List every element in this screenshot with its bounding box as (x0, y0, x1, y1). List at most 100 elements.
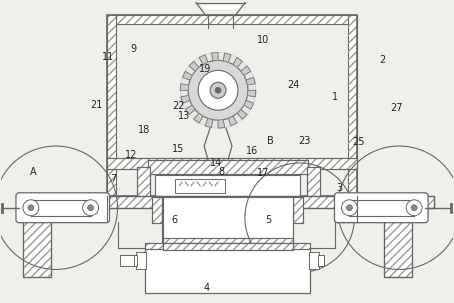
Bar (23, 208, 51, 278)
Bar (23, 208, 51, 278)
Circle shape (83, 200, 99, 216)
Bar (384, 208, 412, 278)
Polygon shape (185, 105, 195, 115)
Text: 3: 3 (336, 183, 342, 193)
Polygon shape (212, 52, 218, 61)
Bar (21, 196, 434, 208)
Bar (335, 196, 345, 222)
Text: 19: 19 (199, 65, 212, 75)
Text: 22: 22 (172, 101, 184, 111)
Bar (148, 160, 308, 174)
Bar (384, 208, 412, 278)
Circle shape (411, 205, 417, 211)
Text: 10: 10 (257, 35, 269, 45)
Text: A: A (30, 167, 37, 177)
Text: B: B (267, 136, 274, 146)
Bar (348, 15, 357, 196)
Bar (309, 251, 319, 269)
Bar (148, 160, 308, 174)
Text: 27: 27 (391, 103, 403, 113)
Bar (145, 243, 310, 248)
Bar (335, 196, 345, 222)
Bar (348, 15, 357, 196)
Bar (163, 243, 293, 250)
Circle shape (28, 205, 34, 211)
Bar (107, 15, 115, 196)
Bar (163, 238, 293, 248)
Bar (163, 243, 293, 250)
Text: 4: 4 (204, 283, 210, 293)
Bar (23, 208, 51, 278)
Bar (107, 15, 357, 196)
Bar (107, 15, 357, 24)
Bar (107, 158, 357, 169)
Bar (107, 15, 357, 24)
Polygon shape (183, 72, 192, 80)
Text: 14: 14 (210, 158, 222, 168)
Text: 2: 2 (380, 55, 385, 65)
Bar (163, 238, 293, 248)
Text: 8: 8 (218, 167, 225, 177)
Text: 1: 1 (332, 92, 339, 102)
Bar (335, 196, 345, 222)
Circle shape (346, 205, 352, 211)
Bar (153, 197, 162, 223)
Bar (136, 251, 146, 269)
Polygon shape (247, 90, 256, 97)
Polygon shape (189, 61, 199, 71)
Bar (306, 167, 320, 197)
Circle shape (341, 200, 357, 216)
Circle shape (210, 82, 226, 98)
Polygon shape (246, 77, 255, 85)
Circle shape (180, 52, 256, 128)
Polygon shape (205, 118, 213, 128)
Bar (138, 167, 150, 197)
Bar (107, 158, 357, 169)
Bar (163, 238, 293, 248)
Bar (175, 179, 225, 193)
Circle shape (215, 87, 221, 93)
Bar (293, 197, 303, 223)
Bar (21, 196, 434, 208)
Bar (145, 243, 310, 248)
Text: 25: 25 (353, 137, 365, 147)
Bar (163, 197, 293, 240)
Polygon shape (199, 55, 208, 65)
FancyBboxPatch shape (335, 193, 428, 223)
Polygon shape (223, 53, 231, 62)
Polygon shape (180, 84, 188, 90)
Text: 18: 18 (138, 125, 150, 135)
Text: 5: 5 (266, 215, 271, 225)
Text: 6: 6 (172, 215, 178, 225)
Text: 12: 12 (125, 149, 138, 159)
Polygon shape (218, 120, 225, 128)
Text: 11: 11 (102, 52, 114, 62)
Circle shape (406, 200, 422, 216)
Circle shape (88, 205, 94, 211)
Bar (107, 158, 357, 169)
Text: 21: 21 (91, 100, 103, 110)
Text: 23: 23 (299, 136, 311, 146)
Text: 15: 15 (172, 144, 184, 154)
Bar (163, 243, 293, 250)
Polygon shape (241, 66, 251, 75)
Bar (138, 167, 150, 197)
Text: 24: 24 (288, 80, 300, 90)
Bar (132, 255, 138, 266)
Bar (155, 175, 300, 197)
Circle shape (188, 60, 248, 120)
Circle shape (198, 70, 238, 110)
Text: 7: 7 (110, 174, 116, 184)
Bar (120, 255, 134, 266)
Circle shape (23, 200, 39, 216)
Bar (138, 167, 150, 197)
Bar (293, 197, 303, 223)
Polygon shape (194, 113, 203, 123)
Polygon shape (237, 109, 247, 119)
Bar (384, 208, 412, 278)
Bar (148, 160, 308, 174)
Bar (145, 248, 310, 293)
Text: 16: 16 (246, 146, 258, 156)
Polygon shape (181, 95, 190, 103)
Bar (318, 255, 324, 266)
